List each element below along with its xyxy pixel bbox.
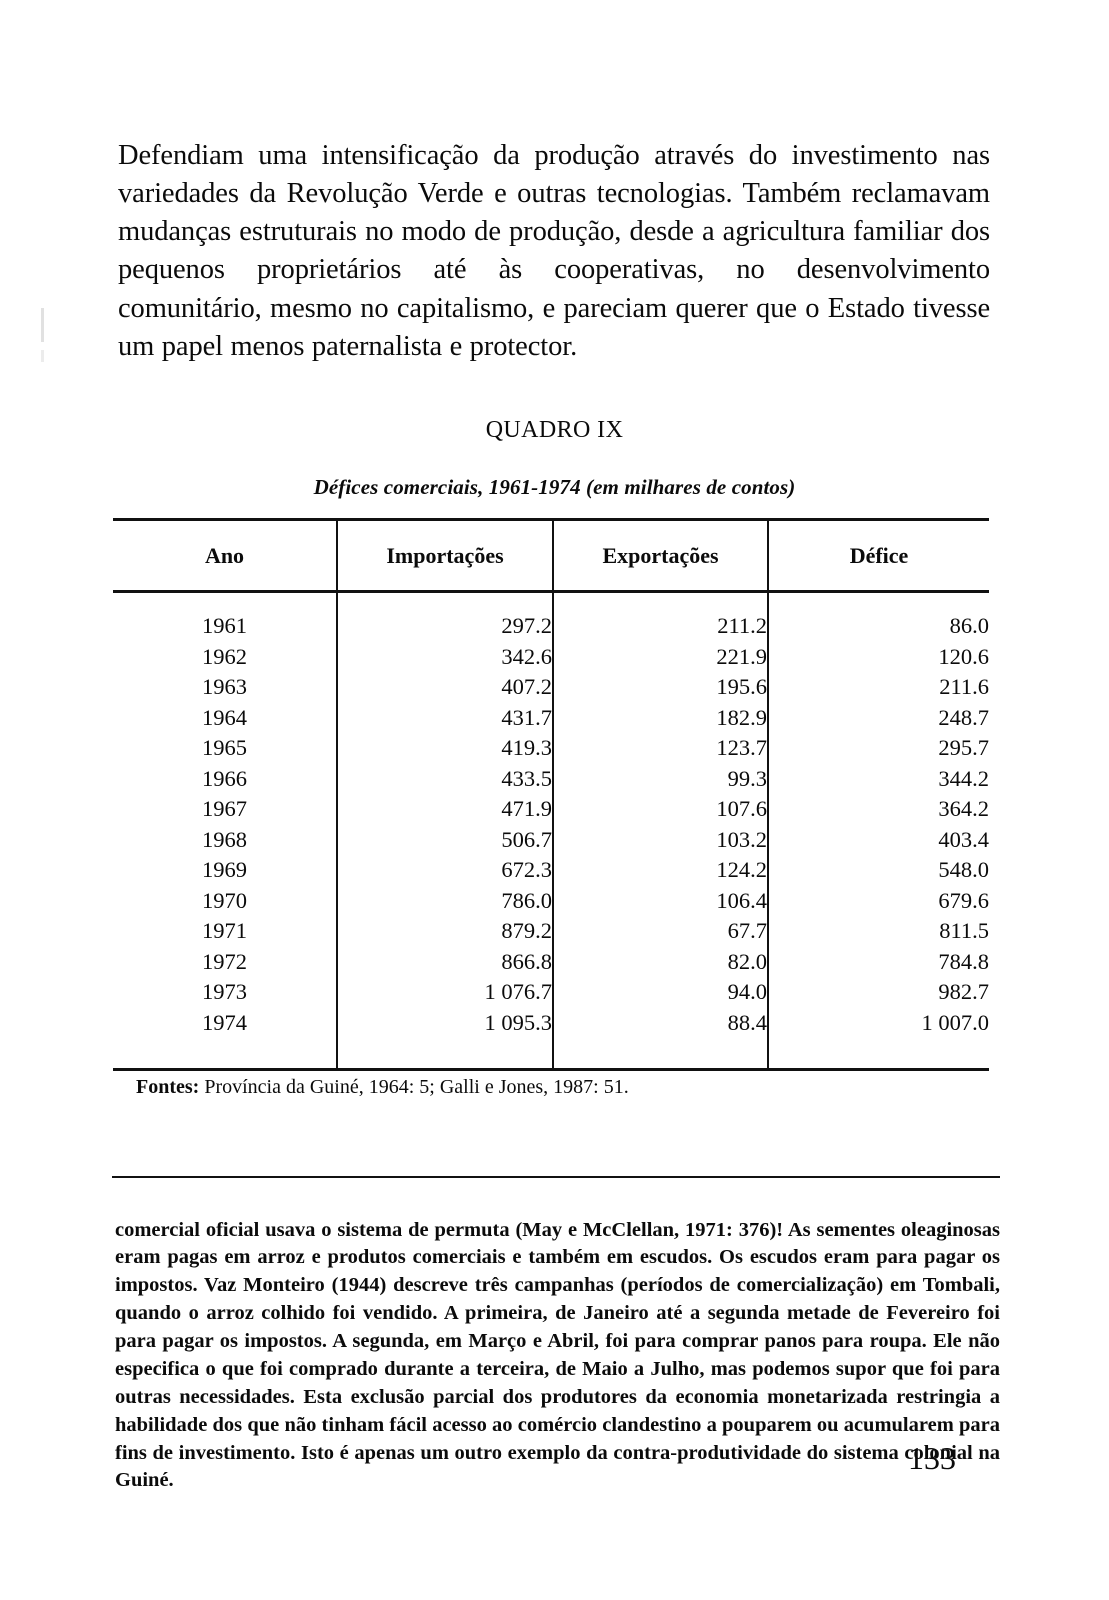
table-caption: Défices comerciais, 1961-1974 (em milhar… [313,475,796,499]
cell-ano: 1974 [113,1007,337,1071]
footnote-text: comercial oficial usava o sistema de per… [115,1218,1000,1492]
cell-ano: 1963 [202,674,247,699]
quadro-ix-table: Ano Importações Exportações Défice 1961 … [113,518,989,1071]
table-row: 1962 342.6 221.9 120.6 [113,641,989,672]
scan-artifact-mark [41,308,44,342]
cell-importacoes: 419.3 [336,733,553,764]
cell-ano: 1964 [202,704,247,730]
cell-importacoes: 431.7 [336,702,553,733]
table-row: 1967 471.9 107.6 364.2 [113,794,989,825]
table-row: 1965 419.3 123.7 295.7 [113,733,989,764]
cell-exportacoes: 82.0 [552,946,768,977]
page-number: 133 [908,1440,956,1476]
table-row: 1974 1 095.3 88.4 1 007.0 [113,1007,989,1071]
cell-defice: 364.2 [767,794,989,825]
cell-defice: 403.4 [767,824,989,855]
table-sources-text: Província da Guiné, 1964: 5; Galli e Jon… [199,1076,629,1098]
table-row: 1972 866.8 82.0 784.8 [113,946,989,977]
cell-defice: 982.7 [767,977,989,1008]
cell-ano: 1962 [202,643,247,669]
cell-exportacoes: 103.2 [552,824,768,855]
table-row: 1971 879.2 67.7 811.5 [113,916,989,947]
cell-importacoes: 786.0 [336,885,553,916]
cell-importacoes: 407.2 [336,672,553,703]
table-row: 1968 506.7 103.2 403.4 [113,824,989,855]
table-header: Ano Importações Exportações Défice [113,518,989,593]
table-row: 1973 1 076.7 94.0 982.7 [113,977,989,1008]
cell-importacoes: 1 076.7 [336,977,553,1008]
cell-importacoes: 342.6 [336,641,553,672]
cell-exportacoes: 106.4 [552,885,768,916]
cell-importacoes: 879.2 [336,916,553,947]
cell-exportacoes: 123.7 [552,733,768,764]
table-label: QUADRO IX [485,417,624,443]
cell-importacoes: 866.8 [336,946,553,977]
cell-ano: 1971 [202,918,247,943]
cell-exportacoes: 182.9 [552,702,768,733]
cell-exportacoes: 94.0 [552,977,768,1008]
cell-importacoes: 433.5 [336,763,553,794]
cell-defice: 344.2 [767,763,989,794]
cell-defice: 86.0 [767,591,989,642]
cell-ano: 1969 [202,857,247,882]
table-header-row: Ano Importações Exportações Défice [113,518,989,593]
cell-defice: 248.7 [767,702,989,733]
cell-importacoes: 471.9 [336,794,553,825]
cell-ano: 1967 [202,796,247,821]
cell-defice: 811.5 [767,916,989,947]
cell-exportacoes: 211.2 [552,591,768,642]
cell-ano: 1968 [202,826,247,852]
cell-importacoes: 1 095.3 [336,1007,553,1071]
cell-importacoes: 506.7 [336,824,553,855]
cell-exportacoes: 107.6 [552,794,768,825]
cell-exportacoes: 195.6 [552,672,768,703]
cell-exportacoes: 221.9 [552,641,768,672]
table-body: 1961 297.2 211.2 86.0 1962 342.6 221.9 1… [113,591,989,1071]
table-row: 1964 431.7 182.9 248.7 [113,702,989,733]
table-sources: Fontes: Província da Guiné, 1964: 5; Gal… [136,1076,629,1099]
cell-defice: 679.6 [767,885,989,916]
table-row: 1970 786.0 106.4 679.6 [113,885,989,916]
table-row: 1963 407.2 195.6 211.6 [113,672,989,703]
cell-importacoes: 672.3 [336,855,553,886]
cell-defice: 1 007.0 [767,1007,989,1071]
table-row: 1961 297.2 211.2 86.0 [113,591,989,642]
table-row: 1969 672.3 124.2 548.0 [113,855,989,886]
cell-ano: 1973 [202,979,247,1004]
column-header-defice: Défice [767,518,989,593]
cell-ano: 1961 [202,613,247,638]
cell-defice: 211.6 [767,672,989,703]
cell-ano: 1966 [202,765,247,791]
quadro-ix-table-wrapper: Ano Importações Exportações Défice 1961 … [113,518,989,1071]
cell-defice: 548.0 [767,855,989,886]
cell-exportacoes: 124.2 [552,855,768,886]
column-header-importacoes: Importações [336,518,553,593]
scan-artifact-mark-secondary [41,350,44,362]
cell-exportacoes: 99.3 [552,763,768,794]
intro-paragraph: Defendiam uma intensificação da produção… [118,139,990,363]
cell-exportacoes: 67.7 [552,916,768,947]
cell-exportacoes: 88.4 [552,1007,768,1071]
table-sources-label: Fontes: [136,1076,200,1098]
footnote-separator-rule [112,1176,1000,1178]
cell-defice: 295.7 [767,733,989,764]
cell-ano: 1972 [202,948,247,974]
column-header-ano: Ano [113,518,337,593]
cell-defice: 120.6 [767,641,989,672]
table-row: 1966 433.5 99.3 344.2 [113,763,989,794]
cell-defice: 784.8 [767,946,989,977]
column-header-exportacoes: Exportações [552,518,768,593]
cell-ano: 1965 [202,735,247,760]
cell-importacoes: 297.2 [336,591,553,642]
cell-ano: 1970 [202,887,247,913]
